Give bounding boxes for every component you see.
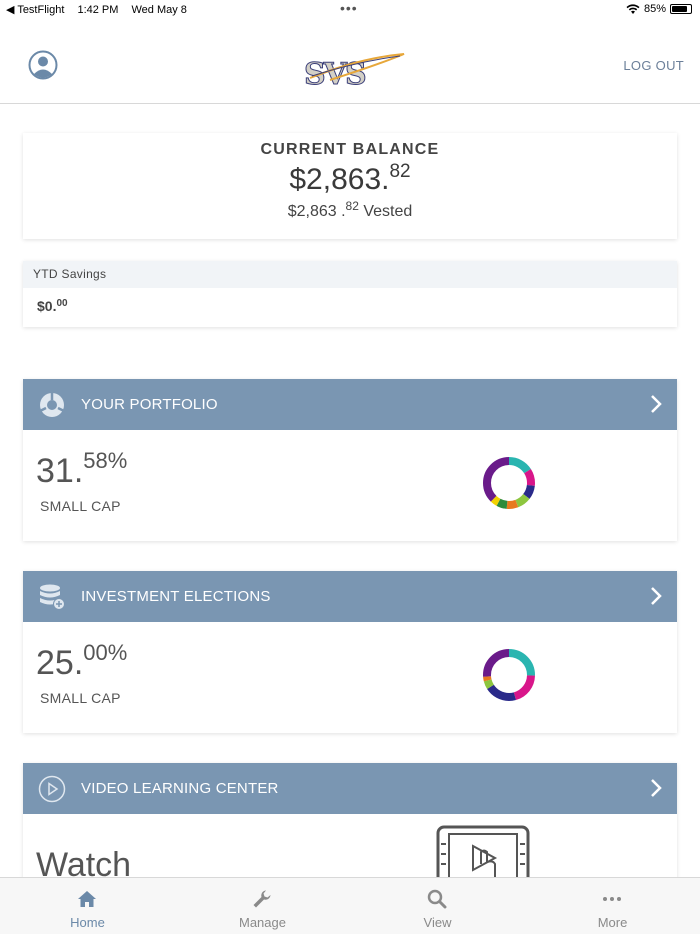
- status-left: ◀ TestFlight 1:42 PM Wed May 8: [6, 3, 197, 16]
- portfolio-label: SMALL CAP: [40, 498, 121, 514]
- ytd-whole: $0.: [37, 298, 57, 314]
- battery-icon: [670, 4, 692, 14]
- home-icon: [78, 891, 96, 907]
- bottom-tab-bar: Home Manage View More: [0, 877, 700, 934]
- ytd-savings-card: YTD Savings $0.00: [23, 261, 677, 327]
- elections-percent: 25.00%: [36, 640, 127, 683]
- multitask-dots-icon[interactable]: •••: [340, 0, 358, 16]
- investment-elections-section: INVESTMENT ELECTIONS 25.00% SMALL CAP: [23, 571, 677, 733]
- database-add-icon: [40, 584, 65, 610]
- status-time: 1:42 PM: [77, 4, 119, 16]
- battery-percent: 85%: [643, 3, 666, 15]
- elections-pct-whole: 25.: [36, 644, 84, 682]
- chevron-right-icon: [651, 587, 662, 605]
- status-right: 85%: [626, 3, 692, 15]
- tab-manage-label: Manage: [239, 915, 286, 930]
- vested-suffix: Vested: [358, 203, 413, 220]
- current-balance-title: CURRENT BALANCE: [260, 141, 440, 158]
- current-balance-card: CURRENT BALANCE $2,863.82 $2,863 .82 Ves…: [23, 133, 677, 239]
- vested-whole: $2,863 .: [287, 203, 346, 220]
- tab-more[interactable]: More: [525, 878, 700, 934]
- portfolio-section: YOUR PORTFOLIO 31.58% SMALL CAP: [23, 379, 677, 541]
- app-header: SVS LOG OUT: [0, 18, 700, 104]
- vested-amount: $2,863 .82 Vested: [23, 199, 677, 221]
- logout-button[interactable]: LOG OUT: [623, 58, 684, 73]
- search-icon: [427, 889, 447, 909]
- portfolio-header[interactable]: YOUR PORTFOLIO: [23, 379, 677, 430]
- portfolio-pct-whole: 31.: [36, 452, 84, 490]
- portfolio-title: YOUR PORTFOLIO: [81, 396, 218, 413]
- tab-home[interactable]: Home: [0, 878, 175, 934]
- investment-elections-header[interactable]: INVESTMENT ELECTIONS: [23, 571, 677, 622]
- ytd-savings-value: $0.00: [23, 288, 677, 324]
- tab-manage[interactable]: Manage: [175, 878, 350, 934]
- video-learning-header[interactable]: VIDEO LEARNING CENTER: [23, 763, 677, 814]
- tab-home-label: Home: [70, 915, 105, 930]
- tab-view-label: View: [423, 915, 452, 930]
- investment-elections-title: INVESTMENT ELECTIONS: [81, 588, 271, 605]
- balance-cents: 82: [389, 161, 411, 182]
- svs-logo: SVS: [304, 53, 405, 92]
- video-learning-title: VIDEO LEARNING CENTER: [81, 780, 279, 797]
- tab-view[interactable]: View: [350, 878, 525, 934]
- ytd-savings-title: YTD Savings: [23, 261, 677, 288]
- portfolio-pct-frac: 58%: [83, 448, 128, 473]
- portfolio-percent: 31.58%: [36, 448, 127, 491]
- back-to-testflight[interactable]: ◀ TestFlight: [6, 4, 65, 16]
- more-icon: [603, 897, 621, 901]
- portfolio-donut-chart: [483, 457, 535, 509]
- profile-icon[interactable]: [28, 50, 58, 80]
- chevron-right-icon: [651, 395, 662, 413]
- pie-chart-icon: [39, 393, 65, 417]
- wrench-icon: [253, 890, 271, 908]
- status-date: Wed May 8: [131, 4, 187, 16]
- video-learning-section: VIDEO LEARNING CENTER Watch: [23, 763, 677, 893]
- tab-more-label: More: [597, 915, 628, 930]
- investment-elections-body[interactable]: 25.00% SMALL CAP: [23, 622, 677, 732]
- video-tablet-icon: [436, 825, 530, 884]
- wifi-icon: [626, 3, 640, 14]
- chevron-right-icon: [651, 779, 662, 797]
- elections-label: SMALL CAP: [40, 690, 121, 706]
- elections-pct-frac: 00%: [83, 640, 128, 665]
- ytd-cents: 00: [56, 298, 68, 309]
- elections-donut-chart: [483, 649, 535, 701]
- play-circle-icon: [38, 775, 66, 803]
- vested-cents: 82: [345, 199, 359, 213]
- portfolio-body[interactable]: 31.58% SMALL CAP: [23, 430, 677, 540]
- current-balance-amount: $2,863.82: [23, 161, 677, 197]
- status-bar: ◀ TestFlight 1:42 PM Wed May 8 ••• 85%: [0, 0, 700, 18]
- balance-whole: $2,863.: [289, 163, 390, 196]
